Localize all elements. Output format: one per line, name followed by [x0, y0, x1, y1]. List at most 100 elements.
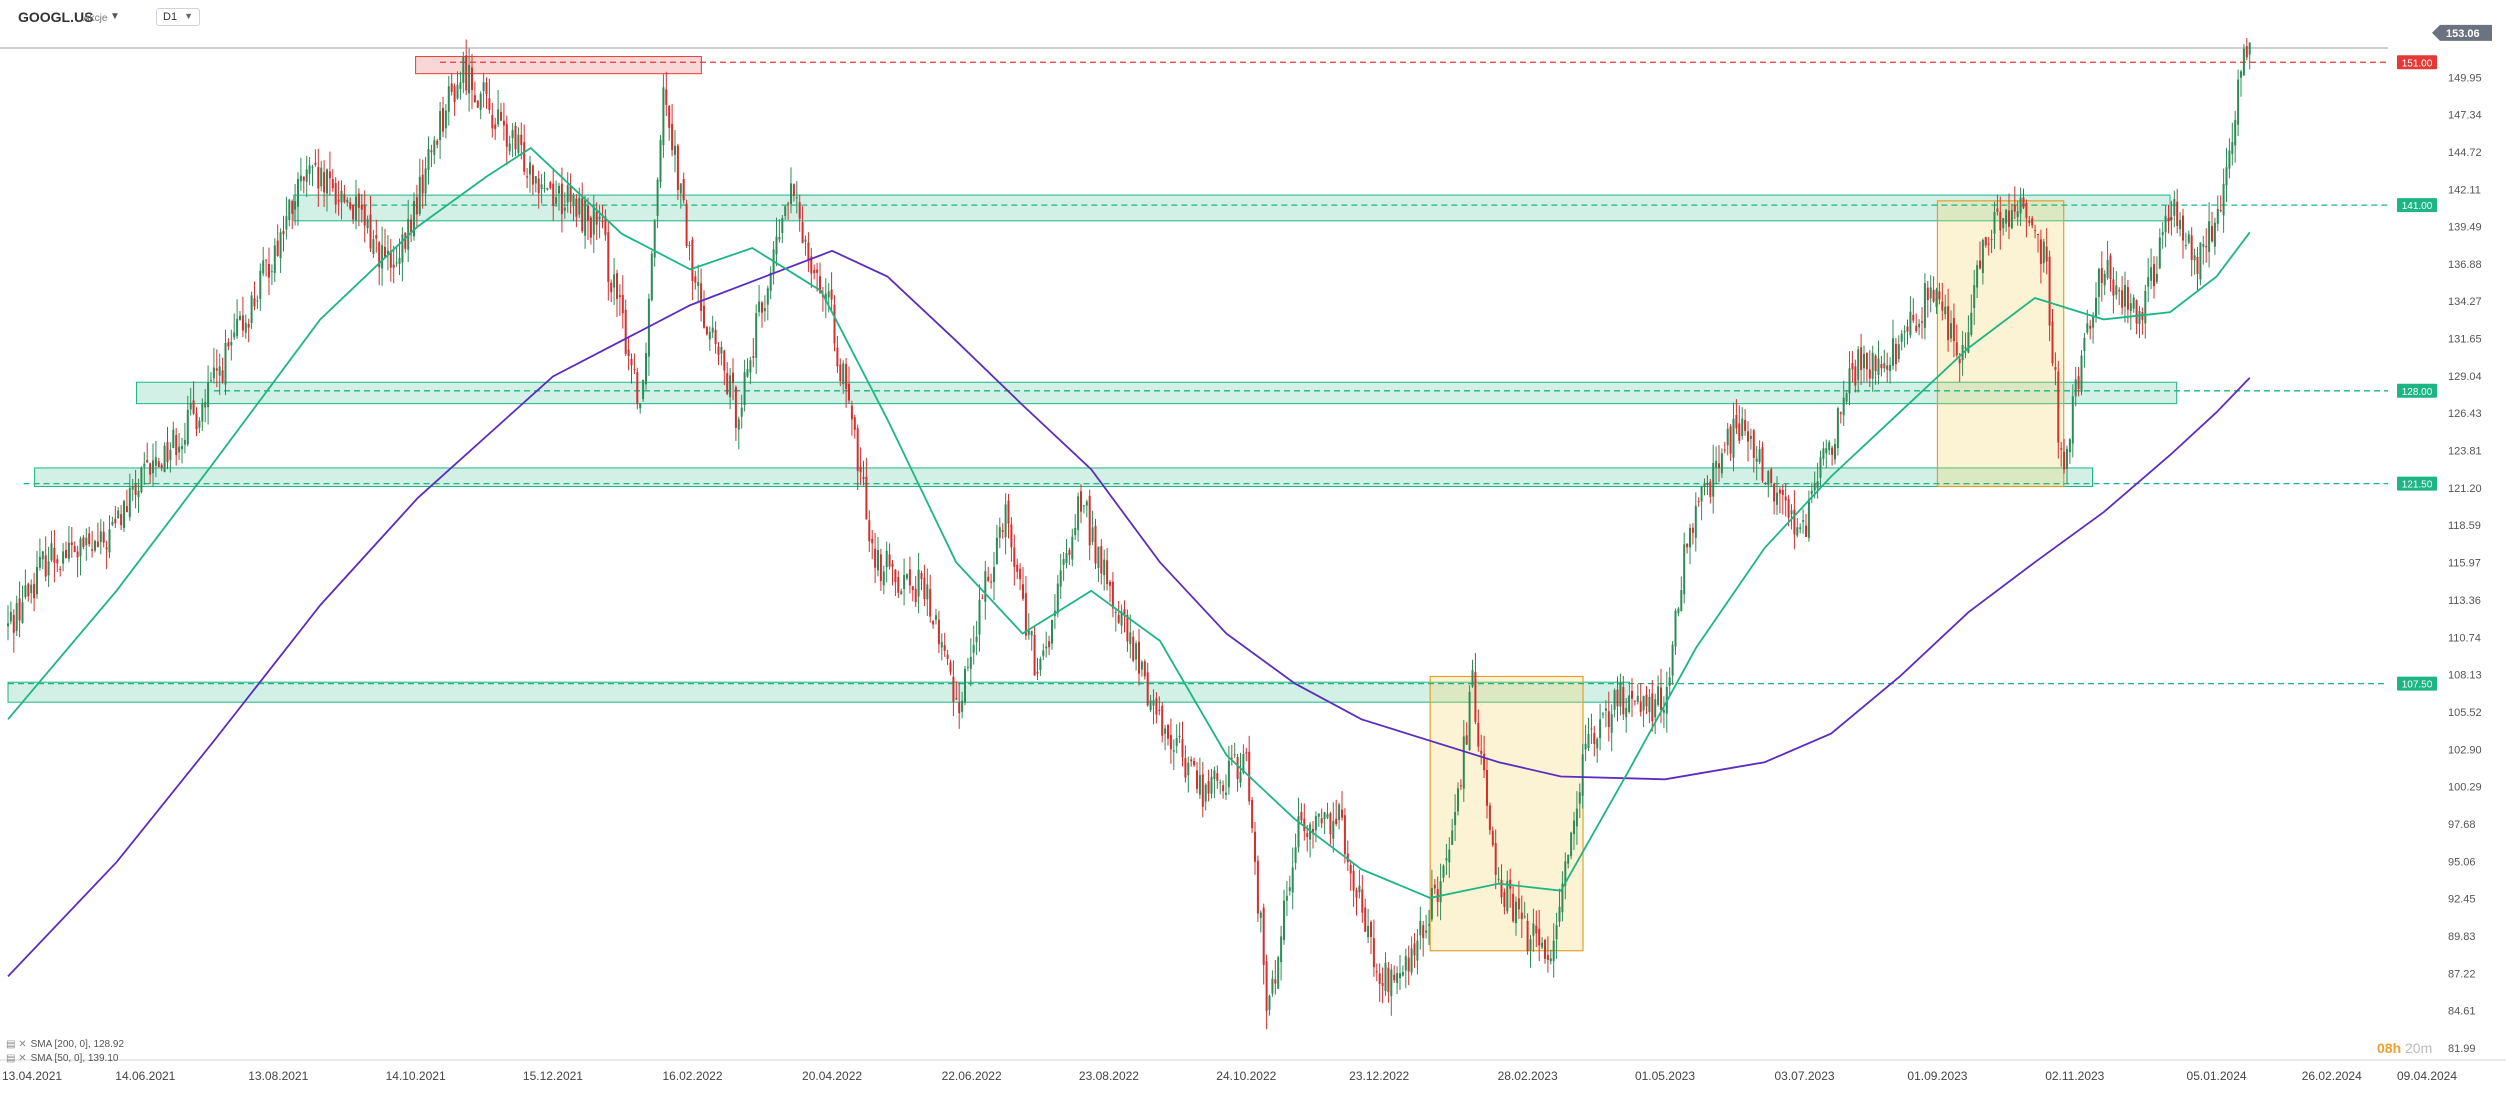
candle-body-158 [465, 55, 468, 91]
candle-body-672 [1955, 342, 1958, 356]
candle-body-383 [1117, 615, 1120, 623]
candle-body-288 [842, 363, 845, 385]
candle-body-301 [879, 554, 882, 582]
candle-body-125 [369, 214, 372, 249]
x-tick-label: 13.08.2021 [248, 1069, 308, 1083]
x-tick-label: 22.06.2022 [942, 1069, 1002, 1083]
candle-body-750 [2182, 215, 2184, 241]
candle-body-502 [1462, 736, 1465, 789]
candle-body-644 [1874, 355, 1877, 372]
candle-body-702 [2042, 241, 2045, 264]
candle-body-379 [1106, 560, 1109, 585]
candle-body-403 [1175, 738, 1178, 746]
candle-body-9 [33, 583, 36, 599]
y-tick-label: 126.43 [2448, 408, 2482, 420]
candle-body-11 [38, 556, 41, 568]
candle-body-745 [2167, 218, 2170, 222]
candle-body-226 [662, 87, 665, 145]
candle-body-770 [2240, 71, 2242, 78]
candle-body-342 [998, 527, 1001, 538]
candle-body-388 [1132, 636, 1135, 661]
candle-body-617 [1796, 527, 1799, 536]
symbol-label[interactable]: GOOGL.US [18, 9, 94, 25]
candle-body-483 [1407, 957, 1410, 972]
candle-body-191 [560, 183, 563, 215]
candle-body-256 [749, 360, 752, 373]
candle-body-7 [27, 583, 30, 597]
candle-body-40 [123, 500, 125, 528]
candle-body-291 [850, 405, 853, 420]
level-label-151.00: 151.00 [2402, 58, 2433, 69]
candle-body-703 [2045, 246, 2048, 262]
candle-body-253 [740, 407, 743, 417]
candle-body-249 [729, 375, 732, 398]
candle-body-33 [102, 531, 105, 543]
symbol-dropdown-icon[interactable]: ▼ [110, 11, 120, 22]
candle-body-459 [1338, 804, 1341, 820]
candle-body-660 [1921, 321, 1923, 323]
candle-body-751 [2184, 244, 2187, 246]
candle-body-720 [2095, 297, 2097, 318]
candle-body-746 [2170, 217, 2173, 221]
candle-body-325 [949, 662, 952, 672]
x-tick-label: 23.08.2022 [1079, 1069, 1139, 1083]
y-tick-label: 118.59 [2448, 520, 2481, 532]
candle-body-516 [1503, 892, 1506, 907]
candle-body-112 [331, 179, 334, 189]
candle-body-710 [2066, 448, 2068, 469]
candle-body-2 [12, 615, 15, 633]
candle-body-439 [1280, 936, 1283, 963]
candle-body-175 [514, 125, 517, 150]
candle-body-64 [192, 400, 195, 414]
candle-body-313 [914, 588, 917, 603]
candle-body-411 [1198, 775, 1201, 795]
candle-body-16 [53, 547, 56, 563]
candle-body-45 [137, 490, 140, 498]
candle-body-259 [758, 301, 761, 312]
candle-body-510 [1486, 770, 1488, 806]
candle-body-339 [990, 581, 993, 583]
candle-body-331 [966, 666, 969, 668]
candle-body-141 [415, 197, 418, 215]
candle-body-450 [1312, 829, 1314, 834]
candle-body-347 [1013, 547, 1016, 567]
candle-body-728 [2118, 290, 2121, 292]
candle-body-737 [2144, 290, 2147, 324]
x-tick-label: 03.07.2023 [1774, 1069, 1834, 1083]
candle-body-679 [1976, 265, 1979, 288]
candle-body-454 [1323, 812, 1326, 820]
candle-body-232 [679, 183, 682, 194]
candle-body-285 [833, 304, 836, 344]
candle-body-444 [1294, 847, 1297, 863]
candle-body-244 [714, 329, 717, 344]
sma50-line [7, 146, 2251, 899]
candle-body-484 [1410, 948, 1413, 973]
candle-body-523 [1523, 916, 1526, 918]
candle-body-195 [572, 195, 575, 205]
y-tick-label: 136.88 [2448, 259, 2482, 271]
candle-body-26 [82, 537, 85, 548]
candle-body-524 [1526, 920, 1529, 952]
candle-body-603 [1755, 458, 1758, 462]
candle-body-761 [2213, 222, 2216, 247]
candle-body-346 [1010, 524, 1013, 548]
candle-body-319 [932, 621, 935, 625]
y-tick-label: 115.97 [2448, 558, 2481, 570]
candle-body-397 [1158, 709, 1161, 712]
candle-body-520 [1515, 901, 1517, 924]
support-resistance-zones [7, 56, 2178, 703]
y-tick-label: 100.29 [2448, 782, 2482, 794]
x-tick-label: 23.12.2022 [1349, 1069, 1409, 1083]
candle-body-300 [877, 550, 879, 571]
candle-body-373 [1088, 495, 1091, 546]
candle-body-667 [1941, 301, 1944, 311]
candle-body-178 [523, 142, 526, 172]
indicator-settings-icon[interactable]: ▤ ✕ [6, 1053, 27, 1064]
candle-body-252 [737, 419, 740, 430]
indicator-settings-icon[interactable]: ▤ ✕ [6, 1039, 27, 1050]
candle-body-374 [1091, 527, 1094, 542]
candle-body-559 [1628, 695, 1631, 712]
candle-body-84 [250, 295, 253, 324]
timeframe-select[interactable]: D1 ▼ [156, 8, 200, 26]
